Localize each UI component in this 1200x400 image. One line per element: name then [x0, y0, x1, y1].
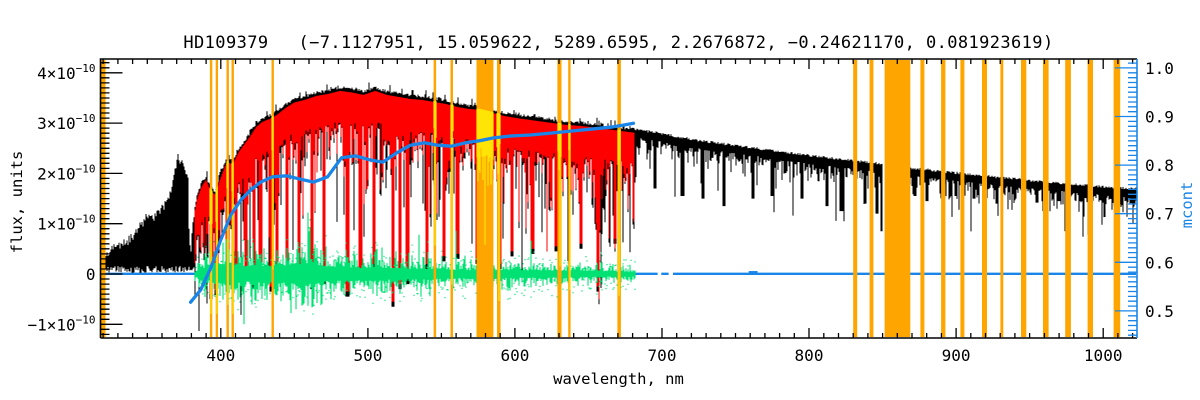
- x-axis-label: wavelength, nm: [553, 370, 684, 388]
- axes: 400 500 600 700 800 900 1000 4×10−10 3×10−10 2×10…: [27, 58, 1174, 365]
- y-left-tick-label: 3×10−10: [37, 112, 95, 133]
- plot-frame: [99, 58, 1137, 339]
- y-right-tick-label: 0.9: [1145, 108, 1174, 127]
- mask-band: [920, 60, 925, 337]
- object-name: HD109379: [183, 33, 269, 53]
- y-right-tick-label: 0.7: [1145, 205, 1174, 224]
- x-tick-label: 800: [795, 346, 824, 365]
- y-right-tick-label: 1.0: [1145, 59, 1174, 78]
- axis-ticks: [100, 59, 1134, 338]
- x-tick-label: 1000: [1084, 346, 1123, 365]
- y-right-tick-label: 0.8: [1145, 156, 1174, 175]
- x-tick-label: 500: [353, 346, 382, 365]
- mask-band: [960, 60, 965, 337]
- x-tick-label: 900: [942, 346, 971, 365]
- mask-band: [1021, 60, 1027, 337]
- mask-band: [884, 60, 911, 337]
- y-right-tick-label: 0.6: [1145, 253, 1174, 272]
- y-left-tick-label: 2×10−10: [37, 162, 95, 183]
- mask-band: [853, 60, 858, 337]
- mask-band: [1043, 60, 1049, 337]
- x-tick-label: 700: [648, 346, 677, 365]
- x-tick-label: 600: [500, 346, 529, 365]
- y-left-tick-label: 4×10−10: [37, 62, 95, 83]
- y-left-tick-label: 0: [86, 265, 96, 284]
- right-axis-ticks: [1115, 62, 1137, 336]
- mask-band: [1113, 60, 1121, 337]
- mask-band: [1065, 60, 1071, 337]
- mask-band: [982, 60, 987, 337]
- y-left-tick-label: 1×10−10: [37, 213, 95, 234]
- fit-parameters: (−7.1127951, 15.059622, 5289.6595, 2.267…: [298, 33, 1054, 53]
- y-left-tick-label: −1×10−10: [27, 313, 95, 334]
- mcont-curve: [188, 121, 636, 304]
- y-axis-label-right: mcont: [1178, 181, 1196, 229]
- mask-band: [1000, 60, 1004, 337]
- y-axis-label-left: flux, units: [8, 150, 26, 254]
- mask-band: [1087, 60, 1093, 337]
- mask-band: [869, 60, 874, 337]
- mask-band: [941, 60, 946, 337]
- plot-title: HD109379 (−7.1127951, 15.059622, 5289.65…: [100, 34, 1137, 52]
- x-tick-label: 400: [206, 346, 235, 365]
- y-right-tick-label: 0.5: [1145, 302, 1174, 321]
